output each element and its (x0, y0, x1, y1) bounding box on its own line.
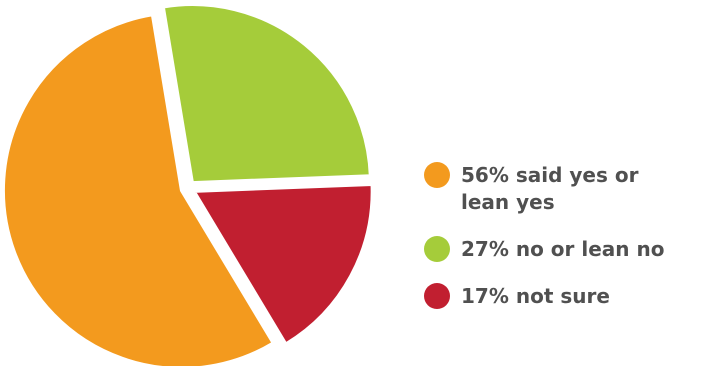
legend-label-yes: 56% said yes or lean yes (461, 163, 639, 214)
pie-chart (1, 3, 374, 366)
legend-label-not-sure: 17% not sure (461, 284, 610, 308)
legend-swatch-not-sure (424, 283, 450, 309)
legend-swatch-yes (424, 162, 450, 188)
pie-slice-not-sure (192, 182, 374, 346)
legend-label-no: 27% no or lean no (461, 237, 665, 261)
legend: 56% said yes or lean yes 27% no or lean … (424, 162, 704, 310)
pie-slice-no (161, 3, 372, 185)
legend-item-not-sure: 17% not sure (424, 283, 704, 310)
legend-item-no: 27% no or lean no (424, 236, 704, 263)
pie-slice-yes (1, 13, 275, 366)
legend-swatch-no (424, 236, 450, 262)
legend-item-yes: 56% said yes or lean yes (424, 162, 704, 216)
